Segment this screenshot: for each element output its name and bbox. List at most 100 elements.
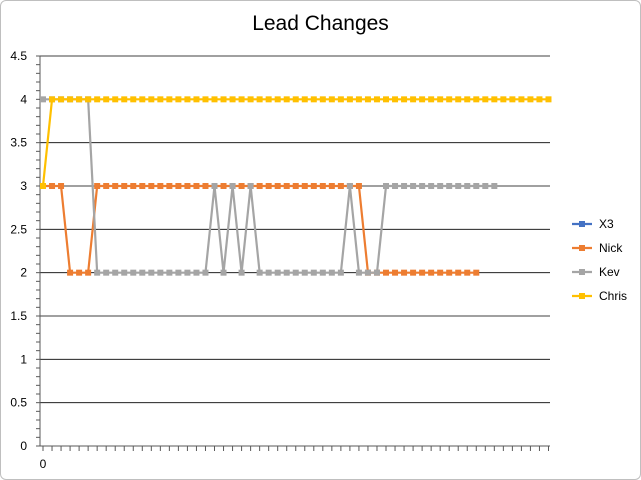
data-point-nick — [121, 183, 128, 189]
data-point-kev — [464, 183, 471, 189]
legend: X3 Nick Kev Chris — [572, 217, 627, 303]
data-point-chris — [319, 96, 326, 103]
y-tick-label: 1 — [20, 352, 27, 366]
data-point-chris — [536, 96, 543, 103]
data-point-nick — [112, 183, 119, 189]
data-point-kev — [437, 183, 444, 189]
legend-label-kev: Kev — [599, 265, 620, 279]
data-point-chris — [85, 96, 92, 103]
data-point-nick — [157, 183, 164, 189]
data-point-chris — [67, 96, 74, 103]
y-tick-label: 1.5 — [10, 309, 27, 323]
y-tick-label: 0.5 — [10, 396, 27, 410]
legend-label-x3: X3 — [599, 217, 614, 231]
legend-swatch-marker-nick — [579, 245, 585, 251]
data-point-kev — [193, 269, 200, 276]
data-point-nick — [238, 183, 245, 189]
data-point-chris — [193, 96, 200, 103]
data-point-chris — [328, 96, 335, 103]
data-point-chris — [455, 96, 462, 103]
data-point-chris — [428, 96, 435, 103]
data-point-nick — [166, 183, 173, 189]
data-point-nick — [283, 183, 290, 189]
chart-title: Lead Changes — [252, 12, 389, 35]
data-point-kev — [473, 183, 480, 189]
data-point-nick — [175, 183, 182, 189]
data-point-kev — [355, 269, 362, 276]
data-point-nick — [446, 269, 453, 276]
data-point-chris — [283, 96, 290, 103]
data-point-chris — [545, 96, 552, 103]
data-point-chris — [292, 96, 299, 103]
data-point-kev — [346, 183, 353, 189]
data-point-chris — [202, 96, 209, 103]
data-point-kev — [274, 269, 281, 276]
data-point-kev — [319, 269, 326, 276]
data-point-chris — [256, 96, 263, 103]
data-point-nick — [455, 269, 462, 276]
data-point-kev — [401, 183, 408, 189]
data-point-kev — [301, 269, 308, 276]
data-point-chris — [49, 96, 56, 103]
data-point-nick — [292, 183, 299, 189]
data-point-nick — [401, 269, 408, 276]
data-point-kev — [157, 269, 164, 276]
data-point-chris — [500, 96, 507, 103]
data-point-kev — [202, 269, 209, 276]
data-point-chris — [112, 96, 119, 103]
data-point-kev — [364, 269, 371, 276]
data-point-nick — [76, 269, 83, 276]
data-point-nick — [85, 269, 92, 276]
data-point-kev — [184, 269, 191, 276]
data-point-chris — [157, 96, 164, 103]
data-point-kev — [94, 269, 101, 276]
data-point-chris — [184, 96, 191, 103]
y-tick-label: 3 — [20, 179, 27, 193]
data-point-chris — [419, 96, 426, 103]
data-point-kev — [383, 183, 390, 189]
data-point-kev — [247, 183, 254, 189]
data-point-nick — [301, 183, 308, 189]
data-point-chris — [373, 96, 380, 103]
y-tick-label: 4.5 — [10, 49, 27, 63]
data-point-kev — [256, 269, 263, 276]
data-point-kev — [238, 269, 245, 276]
data-point-chris — [310, 96, 317, 103]
data-point-kev — [166, 269, 173, 276]
x-axis-tick-labels: 0 — [40, 457, 47, 471]
data-point-chris — [527, 96, 534, 103]
data-point-kev — [121, 269, 128, 276]
y-tick-label: 4 — [20, 92, 27, 106]
data-point-chris — [130, 96, 137, 103]
data-point-chris — [464, 96, 471, 103]
data-point-nick — [148, 183, 155, 189]
data-point-kev — [40, 96, 46, 103]
data-point-kev — [392, 183, 399, 189]
data-point-nick — [58, 183, 65, 189]
data-point-nick — [310, 183, 317, 189]
legend-label-nick: Nick — [599, 241, 623, 255]
data-point-nick — [139, 183, 146, 189]
data-point-kev — [211, 183, 218, 189]
data-point-kev — [410, 183, 417, 189]
data-point-chris — [337, 96, 344, 103]
data-point-chris — [220, 96, 227, 103]
data-point-chris — [355, 96, 362, 103]
data-point-nick — [274, 183, 281, 189]
series-group — [40, 96, 552, 276]
data-point-kev — [148, 269, 155, 276]
data-point-nick — [220, 183, 227, 189]
data-point-chris — [473, 96, 480, 103]
data-point-nick — [355, 183, 362, 189]
data-point-kev — [139, 269, 146, 276]
data-point-nick — [419, 269, 426, 276]
legend-label-chris: Chris — [599, 289, 627, 303]
data-point-nick — [193, 183, 200, 189]
data-point-chris — [58, 96, 65, 103]
data-point-nick — [383, 269, 390, 276]
data-point-nick — [437, 269, 444, 276]
data-point-kev — [112, 269, 119, 276]
data-point-nick — [464, 269, 471, 276]
data-point-kev — [373, 269, 380, 276]
